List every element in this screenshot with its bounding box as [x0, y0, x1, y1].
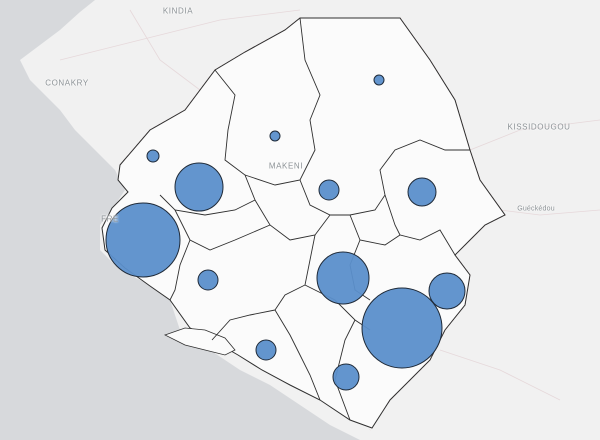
bubble-kenema[interactable]	[361, 287, 443, 369]
bubble-kambia[interactable]	[146, 149, 160, 163]
bubble-layer	[105, 74, 466, 391]
bubble-bombali[interactable]	[269, 130, 281, 142]
bubble-moyamba[interactable]	[197, 269, 219, 291]
place-label-freetown: FRE	[101, 214, 119, 224]
place-label-makeni: MAKENI	[268, 161, 304, 171]
bubble-tonkolili[interactable]	[318, 179, 340, 201]
district-borders	[159, 17, 470, 421]
bubble-kailahun[interactable]	[428, 272, 466, 310]
island	[163, 327, 236, 356]
bubble-port-loko[interactable]	[174, 162, 224, 212]
bubble-freetown[interactable]	[105, 202, 181, 278]
road-lines	[59, 9, 600, 401]
place-label-conakry: CONAKRY	[45, 78, 89, 88]
bubble-bo[interactable]	[316, 251, 370, 305]
place-label-gueckedou: Guéckédou	[517, 205, 555, 213]
place-label-kissidougou: KISSIDOUGOU	[507, 122, 571, 132]
bubble-kono[interactable]	[407, 177, 437, 207]
bubble-bonthe[interactable]	[255, 339, 277, 361]
bubble-koinadugu[interactable]	[373, 74, 385, 86]
place-label-kindia: KINDIA	[162, 6, 194, 16]
bubble-pujehun[interactable]	[332, 363, 360, 391]
